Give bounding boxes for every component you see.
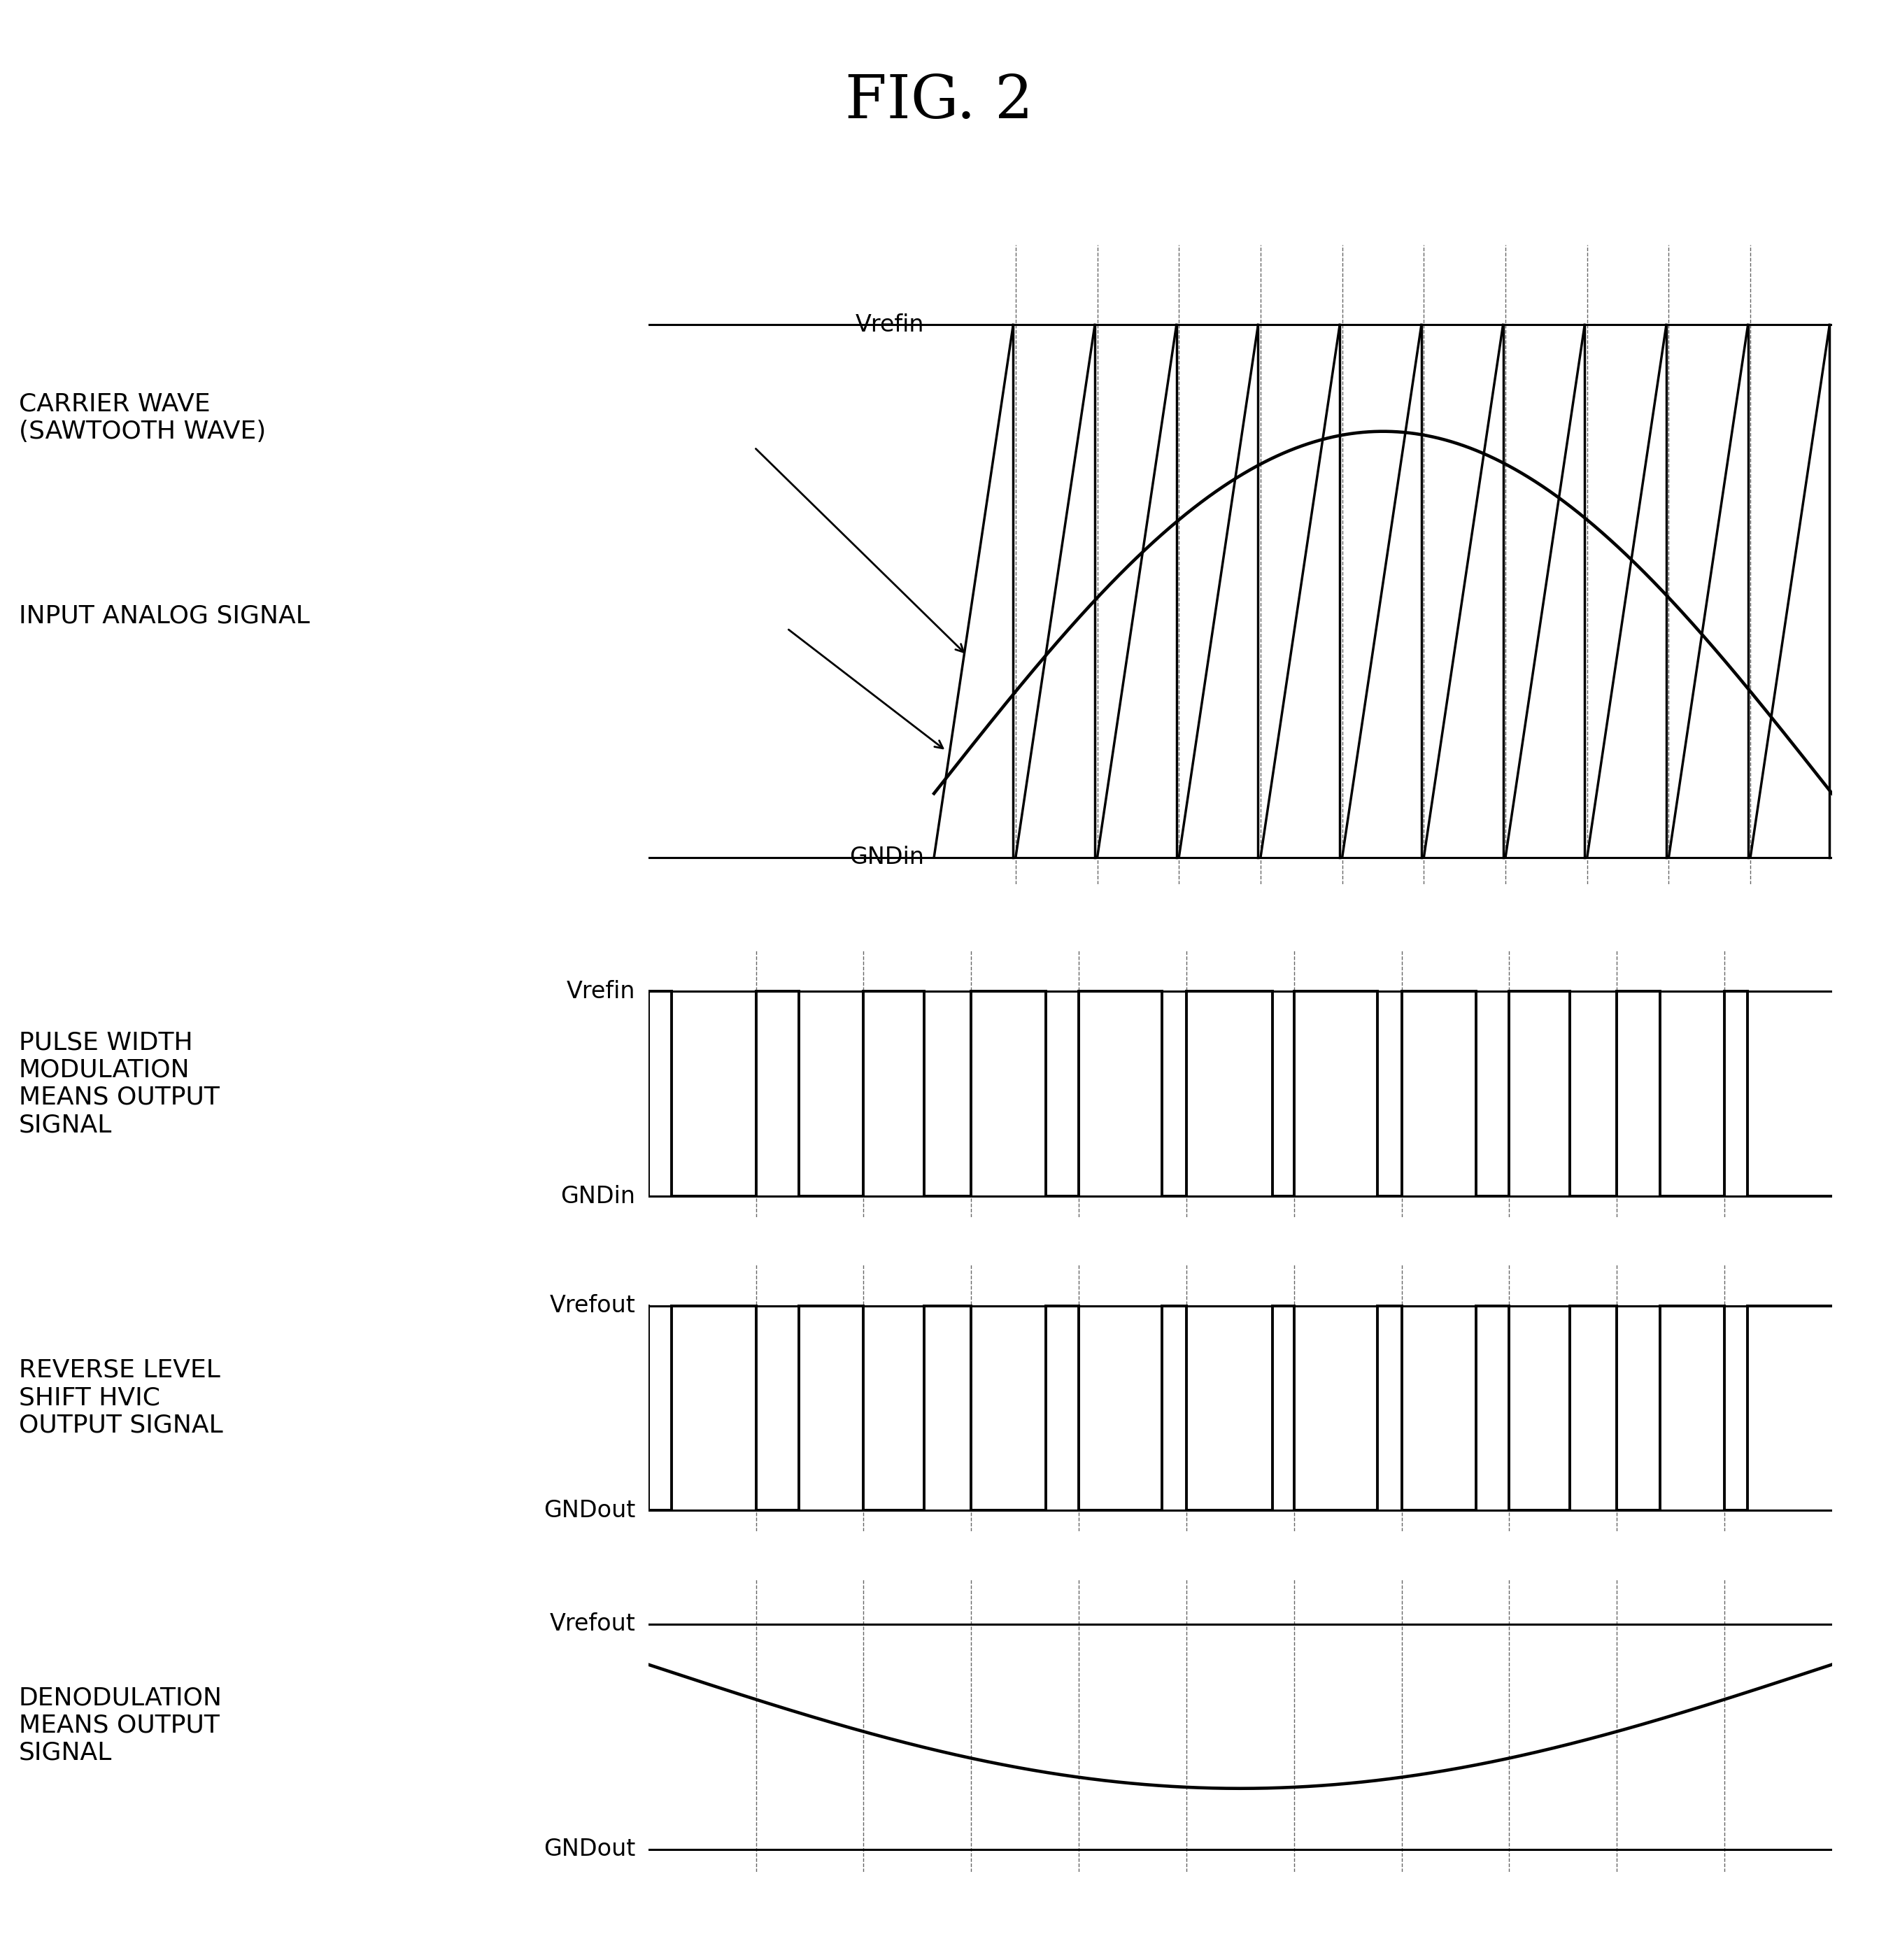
Text: FIG. 2: FIG. 2 [846, 73, 1033, 131]
Text: Vrefin: Vrefin [855, 314, 924, 337]
Text: GNDin: GNDin [849, 847, 924, 868]
Text: Vrefin: Vrefin [566, 980, 635, 1004]
Text: GNDout: GNDout [543, 1838, 635, 1860]
Text: Vrefout: Vrefout [549, 1613, 635, 1635]
Text: Vrefout: Vrefout [549, 1294, 635, 1317]
Text: INPUT ANALOG SIGNAL: INPUT ANALOG SIGNAL [19, 604, 310, 627]
Text: DENODULATION
MEANS OUTPUT
SIGNAL: DENODULATION MEANS OUTPUT SIGNAL [19, 1686, 222, 1764]
Text: GNDout: GNDout [543, 1499, 635, 1523]
Text: REVERSE LEVEL
SHIFT HVIC
OUTPUT SIGNAL: REVERSE LEVEL SHIFT HVIC OUTPUT SIGNAL [19, 1358, 224, 1437]
Text: PULSE WIDTH
MODULATION
MEANS OUTPUT
SIGNAL: PULSE WIDTH MODULATION MEANS OUTPUT SIGN… [19, 1031, 220, 1137]
Text: GNDin: GNDin [560, 1184, 635, 1207]
Text: CARRIER WAVE
(SAWTOOTH WAVE): CARRIER WAVE (SAWTOOTH WAVE) [19, 392, 267, 443]
